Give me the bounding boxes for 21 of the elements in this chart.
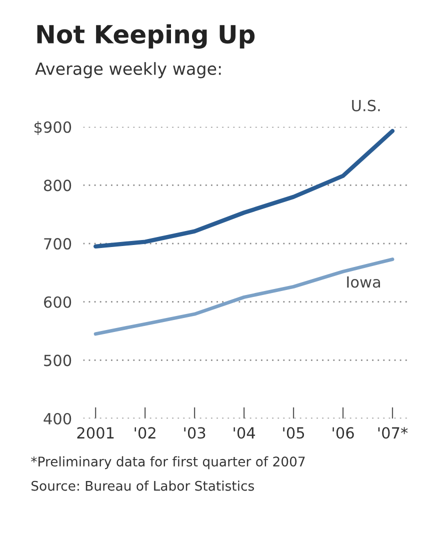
line-series	[94, 258, 394, 336]
y-tick-label: 600	[44, 296, 72, 308]
chart-title: Not Keeping Up	[37, 24, 255, 49]
x-tick-label: '07*	[378, 427, 408, 439]
y-tick-label: 500	[44, 354, 72, 366]
x-tick-label: '04	[234, 427, 256, 439]
series-label: Iowa	[347, 276, 380, 288]
x-tick-label: 2001	[77, 427, 114, 439]
series-label: U.S.	[352, 100, 380, 112]
x-tick-label: '05	[283, 427, 304, 439]
line-series	[94, 128, 395, 249]
x-tick-label: '06	[332, 427, 354, 439]
y-tick-label: 700	[44, 238, 72, 250]
chart-subtitle: Average weekly wage:	[35, 62, 221, 78]
source-note: Source: Bureau of Labor Statistics	[32, 480, 254, 491]
y-tick-label: $900	[34, 121, 72, 135]
y-tick-label: 400	[44, 412, 72, 425]
text: *Preliminary data for first quarter of 2007	[31, 456, 305, 470]
x-tick-label: '02	[134, 427, 156, 439]
y-tick-label: 800	[44, 180, 72, 192]
x-tick-label: '03	[184, 427, 206, 439]
